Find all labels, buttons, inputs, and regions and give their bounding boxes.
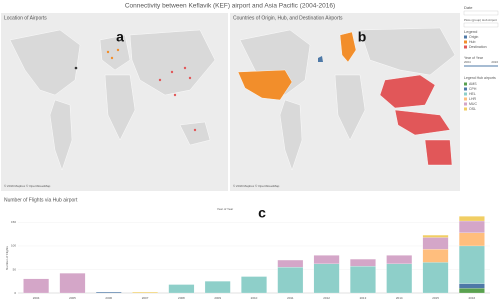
legend-swatch (464, 102, 467, 106)
dashboard-title: Connectivity between Keflavik (KEF) airp… (125, 3, 335, 10)
bar-segment (59, 273, 86, 294)
x-tick-label: 2012 (323, 296, 330, 300)
sidebar-label: Year of Year (464, 56, 484, 60)
legend-swatch (464, 35, 467, 39)
y-tick-label: 100 (11, 244, 16, 248)
bar-segment (277, 267, 304, 294)
panel-letter: a (116, 29, 124, 45)
dropdown[interactable] (463, 22, 499, 28)
bar-segment (350, 266, 376, 294)
map-credit: © 2019 Mapbox © OpenStreetMap (4, 184, 51, 188)
bar-segment (23, 278, 49, 294)
y-tick-label: 0 (14, 291, 16, 295)
legend-label: OSL (469, 107, 476, 111)
bar-segment (422, 237, 449, 250)
map-b-land (237, 27, 456, 171)
legend-label: Destination (469, 45, 487, 49)
bar-segment (459, 288, 485, 294)
bar-segment (277, 259, 304, 268)
legend-label: AMS (469, 82, 477, 86)
map-caption: Countries of Origin, Hub, and Destinatio… (233, 15, 343, 21)
bar-segment (350, 259, 376, 267)
sidebar-label: Legend (464, 29, 477, 34)
x-tick-label: 2007 (142, 296, 149, 300)
airport-dots (74, 48, 197, 132)
sidebar-label: Legend Hub airports (464, 76, 496, 80)
x-tick-label: 2009 (214, 296, 221, 300)
map-a-land (9, 29, 216, 171)
legend-swatch (464, 82, 467, 86)
x-tick-label: 2014 (396, 296, 403, 300)
legend-label: Origin (469, 35, 478, 39)
bar-segment (313, 263, 340, 294)
bar-segment (204, 281, 231, 294)
year-from: 2004 (464, 60, 471, 64)
x-tick-label: 2008 (178, 296, 185, 300)
sidebar-label: Plots (group) Hub Airport (464, 18, 497, 22)
bar-segment (241, 276, 267, 294)
chart-title: Number of Flights via Hub airport (4, 197, 78, 203)
x-tick-label: 2016 (469, 296, 476, 300)
y-tick-label: 150 (11, 220, 16, 224)
panel-letter: b (358, 29, 367, 45)
bar-segment (313, 255, 340, 264)
bar-segment (459, 220, 485, 233)
legend-label: HEL (469, 92, 476, 96)
legend-swatch (464, 45, 467, 49)
y-axis-label: Number of Flights (5, 246, 9, 270)
bar-segment (459, 232, 485, 247)
x-axis-label: Year of Year (217, 207, 233, 211)
legend-label: MUC (469, 102, 477, 106)
bar-segment (386, 263, 413, 294)
legend-swatch (464, 87, 467, 91)
legend-swatch (464, 92, 467, 96)
year-to: 2016 (491, 60, 498, 64)
x-tick-label: 2005 (69, 296, 76, 300)
bar-segment (132, 291, 158, 294)
legend-swatch (464, 40, 467, 44)
bar-segment (168, 284, 195, 294)
bar-segment (386, 255, 413, 264)
y-tick-label: 50 (13, 267, 17, 271)
legend-label: Hub (469, 40, 475, 44)
bar-segment (95, 291, 122, 294)
legend-swatch (464, 97, 467, 101)
x-tick-label: 2011 (287, 296, 294, 300)
legend-label: LHR (469, 97, 476, 101)
bar-segment (422, 262, 449, 294)
x-tick-label: 2013 (360, 296, 367, 300)
panel-letter: c (258, 205, 266, 221)
bar-segment (422, 235, 449, 238)
legend-label: CPH (469, 87, 477, 91)
sidebar-label: Date (464, 5, 473, 10)
sidebar: Date Plots (group) Hub Airport Legend Ye… (463, 5, 499, 80)
legend-swatch (464, 107, 467, 111)
bar-segment (459, 245, 485, 284)
map-credit: © 2019 Mapbox © OpenStreetMap (233, 184, 280, 188)
x-tick-label: 2004 (33, 296, 40, 300)
x-tick-label: 2015 (432, 296, 439, 300)
bar-segment (422, 249, 449, 263)
dropdown[interactable] (463, 10, 499, 16)
bar-segment (459, 283, 485, 289)
bar-segment (459, 216, 485, 222)
map-caption: Location of Airports (4, 15, 47, 21)
x-tick-label: 2010 (251, 296, 258, 300)
x-tick-label: 2006 (105, 296, 112, 300)
